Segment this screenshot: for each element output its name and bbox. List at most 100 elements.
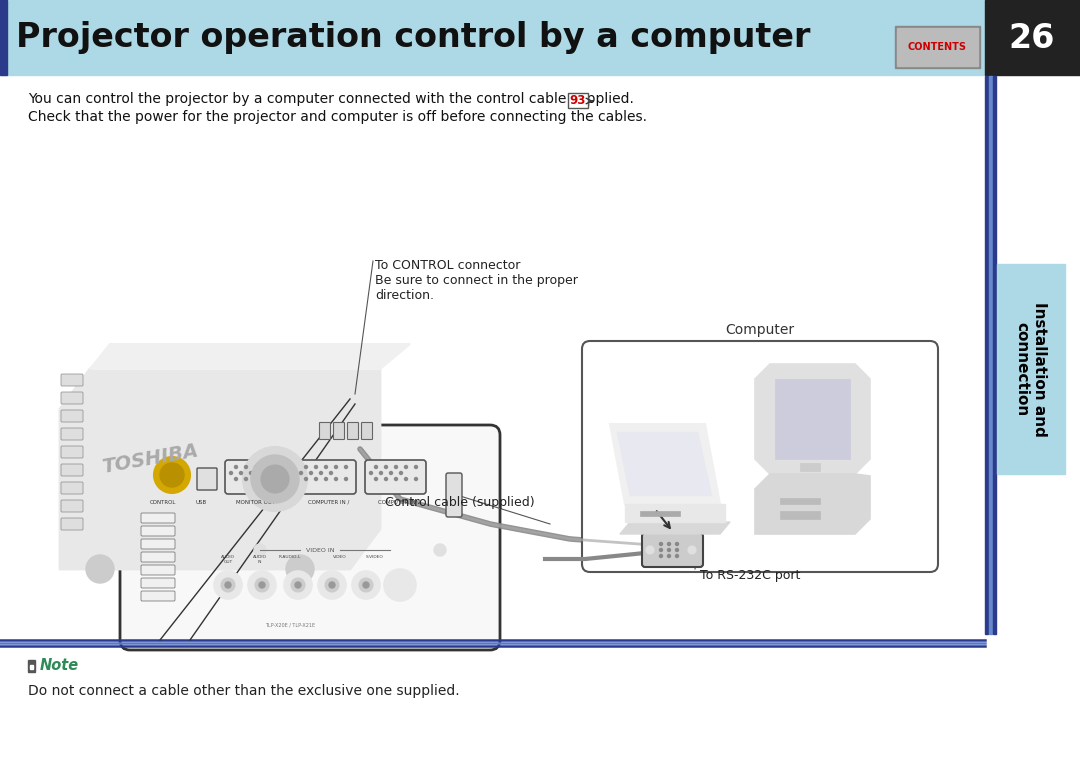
Polygon shape	[625, 504, 725, 522]
Text: TLP-X20E / TLP-X21E: TLP-X20E / TLP-X21E	[265, 623, 315, 627]
Circle shape	[314, 465, 318, 468]
Text: MONITOR OUT: MONITOR OUT	[237, 500, 275, 505]
Text: Check that the power for the projector and computer is off before connecting the: Check that the power for the projector a…	[28, 110, 647, 124]
FancyBboxPatch shape	[365, 460, 426, 494]
Circle shape	[291, 578, 305, 592]
Polygon shape	[620, 522, 730, 534]
Circle shape	[329, 471, 333, 474]
Text: CONTENTS: CONTENTS	[908, 42, 967, 52]
Circle shape	[310, 471, 312, 474]
Text: You can control the projector by a computer connected with the control cable sup: You can control the projector by a compu…	[28, 92, 634, 106]
Circle shape	[415, 478, 418, 481]
Circle shape	[160, 463, 184, 487]
Text: AUDIO
IN: AUDIO IN	[253, 555, 267, 564]
Circle shape	[265, 478, 268, 481]
Circle shape	[675, 555, 678, 558]
FancyBboxPatch shape	[582, 341, 939, 572]
Circle shape	[255, 465, 257, 468]
FancyBboxPatch shape	[60, 392, 83, 404]
Circle shape	[384, 569, 416, 601]
Circle shape	[325, 578, 339, 592]
Circle shape	[660, 555, 662, 558]
Circle shape	[660, 549, 662, 552]
Bar	[997, 264, 1065, 474]
Circle shape	[394, 478, 397, 481]
Circle shape	[305, 478, 308, 481]
Text: Control cable (supplied): Control cable (supplied)	[386, 496, 535, 509]
Circle shape	[274, 478, 278, 481]
Circle shape	[240, 471, 243, 474]
Circle shape	[384, 465, 388, 468]
Circle shape	[394, 465, 397, 468]
Bar	[800, 463, 820, 471]
FancyBboxPatch shape	[60, 410, 83, 422]
Text: COMPUTER IN /: COMPUTER IN /	[308, 500, 349, 505]
Circle shape	[320, 471, 323, 474]
Polygon shape	[755, 364, 870, 474]
FancyBboxPatch shape	[446, 473, 462, 517]
Bar	[985, 0, 1080, 75]
Bar	[640, 511, 680, 516]
Bar	[985, 76, 988, 634]
FancyBboxPatch shape	[60, 500, 83, 512]
Circle shape	[324, 478, 327, 481]
FancyBboxPatch shape	[60, 518, 83, 530]
Bar	[0, 0, 990, 75]
Bar	[895, 26, 980, 68]
FancyBboxPatch shape	[197, 468, 217, 490]
Circle shape	[243, 447, 307, 511]
Text: R-AUDIO-L: R-AUDIO-L	[279, 555, 301, 559]
Text: 26: 26	[1009, 21, 1055, 54]
FancyBboxPatch shape	[120, 425, 500, 650]
Circle shape	[667, 542, 671, 545]
Text: Installation and
connection: Installation and connection	[1015, 302, 1048, 436]
Circle shape	[248, 571, 276, 599]
Bar	[989, 76, 993, 634]
Text: TOSHIBA: TOSHIBA	[100, 441, 200, 477]
Circle shape	[295, 582, 301, 588]
FancyBboxPatch shape	[334, 422, 345, 439]
Circle shape	[400, 471, 403, 474]
Bar	[780, 498, 820, 504]
FancyBboxPatch shape	[295, 460, 356, 494]
Circle shape	[434, 544, 446, 556]
FancyBboxPatch shape	[60, 428, 83, 440]
Polygon shape	[610, 424, 720, 504]
Text: 93: 93	[570, 93, 586, 106]
FancyBboxPatch shape	[60, 482, 83, 494]
Circle shape	[234, 465, 238, 468]
Text: Computer: Computer	[726, 323, 795, 337]
Text: VIDEO IN: VIDEO IN	[306, 548, 334, 552]
Circle shape	[667, 549, 671, 552]
Text: AUDIO
OUT: AUDIO OUT	[221, 555, 235, 564]
Circle shape	[259, 582, 265, 588]
Circle shape	[299, 471, 302, 474]
Polygon shape	[617, 432, 712, 496]
Circle shape	[375, 478, 378, 481]
Circle shape	[284, 571, 312, 599]
FancyBboxPatch shape	[60, 464, 83, 476]
Circle shape	[229, 471, 232, 474]
Circle shape	[254, 544, 266, 556]
Circle shape	[688, 546, 696, 554]
FancyBboxPatch shape	[141, 539, 175, 549]
Circle shape	[345, 465, 348, 468]
FancyBboxPatch shape	[141, 526, 175, 536]
Circle shape	[375, 465, 378, 468]
FancyBboxPatch shape	[60, 446, 83, 458]
Text: Do not connect a cable other than the exclusive one supplied.: Do not connect a cable other than the ex…	[28, 684, 460, 698]
FancyBboxPatch shape	[141, 565, 175, 575]
Bar	[28, 660, 35, 672]
Polygon shape	[755, 474, 870, 534]
Circle shape	[324, 465, 327, 468]
Circle shape	[265, 465, 268, 468]
Circle shape	[259, 471, 262, 474]
Text: USB: USB	[195, 500, 206, 505]
Circle shape	[154, 457, 190, 493]
FancyBboxPatch shape	[141, 552, 175, 562]
Text: To CONTROL connector
Be sure to connect in the proper
direction.: To CONTROL connector Be sure to connect …	[375, 259, 578, 302]
Circle shape	[359, 578, 373, 592]
Text: S-VIDEO: S-VIDEO	[366, 555, 383, 559]
Polygon shape	[775, 379, 850, 459]
Circle shape	[329, 582, 335, 588]
